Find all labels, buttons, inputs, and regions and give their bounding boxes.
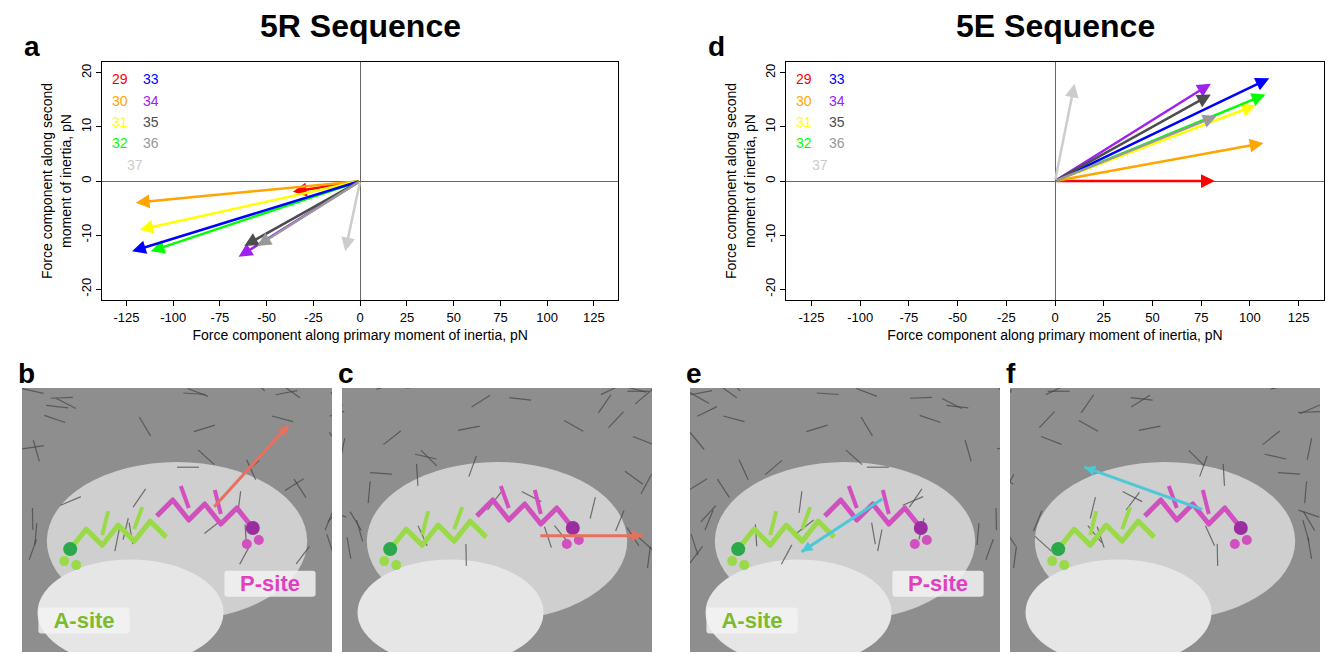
svg-text:100: 100 xyxy=(536,310,558,325)
svg-text:37: 37 xyxy=(127,157,143,173)
html-text:b: b xyxy=(18,358,36,389)
svg-text:A-site: A-site xyxy=(721,608,782,633)
svg-text:100: 100 xyxy=(1239,310,1261,325)
svg-text:25: 25 xyxy=(1097,310,1111,325)
svg-text:0: 0 xyxy=(763,175,778,182)
svg-text:d: d xyxy=(708,31,725,62)
svg-text:P-site: P-site xyxy=(240,571,300,596)
svg-text:Force component along primary: Force component along primary moment of … xyxy=(887,327,1222,343)
svg-text:-50: -50 xyxy=(948,310,967,325)
svg-text:20: 20 xyxy=(763,64,778,78)
svg-text:33: 33 xyxy=(143,71,159,87)
svg-text:33: 33 xyxy=(829,71,845,87)
svg-text:-125: -125 xyxy=(113,310,139,325)
svg-text:29: 29 xyxy=(796,71,812,87)
svg-text:a: a xyxy=(24,31,40,62)
svg-text:10: 10 xyxy=(763,118,778,132)
svg-text:P-site: P-site xyxy=(908,571,968,596)
svg-text:30: 30 xyxy=(112,93,128,109)
svg-text:75: 75 xyxy=(493,310,507,325)
svg-text:50: 50 xyxy=(446,310,460,325)
svg-text:36: 36 xyxy=(829,135,845,151)
svg-text:-25: -25 xyxy=(997,310,1016,325)
svg-text:-100: -100 xyxy=(847,310,873,325)
svg-text:37: 37 xyxy=(812,157,828,173)
svg-text:36: 36 xyxy=(143,135,159,151)
svg-text:-50: -50 xyxy=(257,310,276,325)
svg-text:-100: -100 xyxy=(160,310,186,325)
svg-text:25: 25 xyxy=(400,310,414,325)
html-text:f: f xyxy=(1006,358,1016,389)
svg-text:-75: -75 xyxy=(900,310,919,325)
svg-text:32: 32 xyxy=(796,135,812,151)
svg-text:31: 31 xyxy=(112,114,128,130)
svg-text:35: 35 xyxy=(829,114,845,130)
html-text:c: c xyxy=(338,358,354,389)
svg-text:Force component along primary: Force component along primary moment of … xyxy=(193,327,528,343)
svg-text:0: 0 xyxy=(357,310,364,325)
svg-text:34: 34 xyxy=(829,93,845,109)
svg-text:Force component along secondmo: Force component along secondmoment of in… xyxy=(723,83,757,279)
svg-text:32: 32 xyxy=(112,135,128,151)
svg-text:5R Sequence: 5R Sequence xyxy=(260,8,461,44)
svg-text:-125: -125 xyxy=(799,310,825,325)
svg-text:31: 31 xyxy=(796,114,812,130)
svg-text:-10: -10 xyxy=(763,224,778,243)
svg-text:-20: -20 xyxy=(763,278,778,297)
svg-text:10: 10 xyxy=(79,118,94,132)
svg-text:125: 125 xyxy=(583,310,605,325)
svg-text:0: 0 xyxy=(79,175,94,182)
svg-text:75: 75 xyxy=(1194,310,1208,325)
svg-text:35: 35 xyxy=(143,114,159,130)
svg-text:125: 125 xyxy=(1288,310,1310,325)
svg-text:20: 20 xyxy=(79,64,94,78)
svg-text:5E Sequence: 5E Sequence xyxy=(956,8,1155,44)
svg-text:A-site: A-site xyxy=(53,608,114,633)
svg-text:-25: -25 xyxy=(304,310,323,325)
svg-text:30: 30 xyxy=(796,93,812,109)
svg-text:-20: -20 xyxy=(79,278,94,297)
svg-text:Force component along secondmo: Force component along secondmoment of in… xyxy=(39,83,73,279)
svg-text:34: 34 xyxy=(143,93,159,109)
svg-text:-75: -75 xyxy=(211,310,230,325)
html-text:e: e xyxy=(686,358,702,389)
svg-text:0: 0 xyxy=(1051,310,1058,325)
svg-text:29: 29 xyxy=(112,71,128,87)
svg-text:50: 50 xyxy=(1145,310,1159,325)
svg-text:-10: -10 xyxy=(79,224,94,243)
